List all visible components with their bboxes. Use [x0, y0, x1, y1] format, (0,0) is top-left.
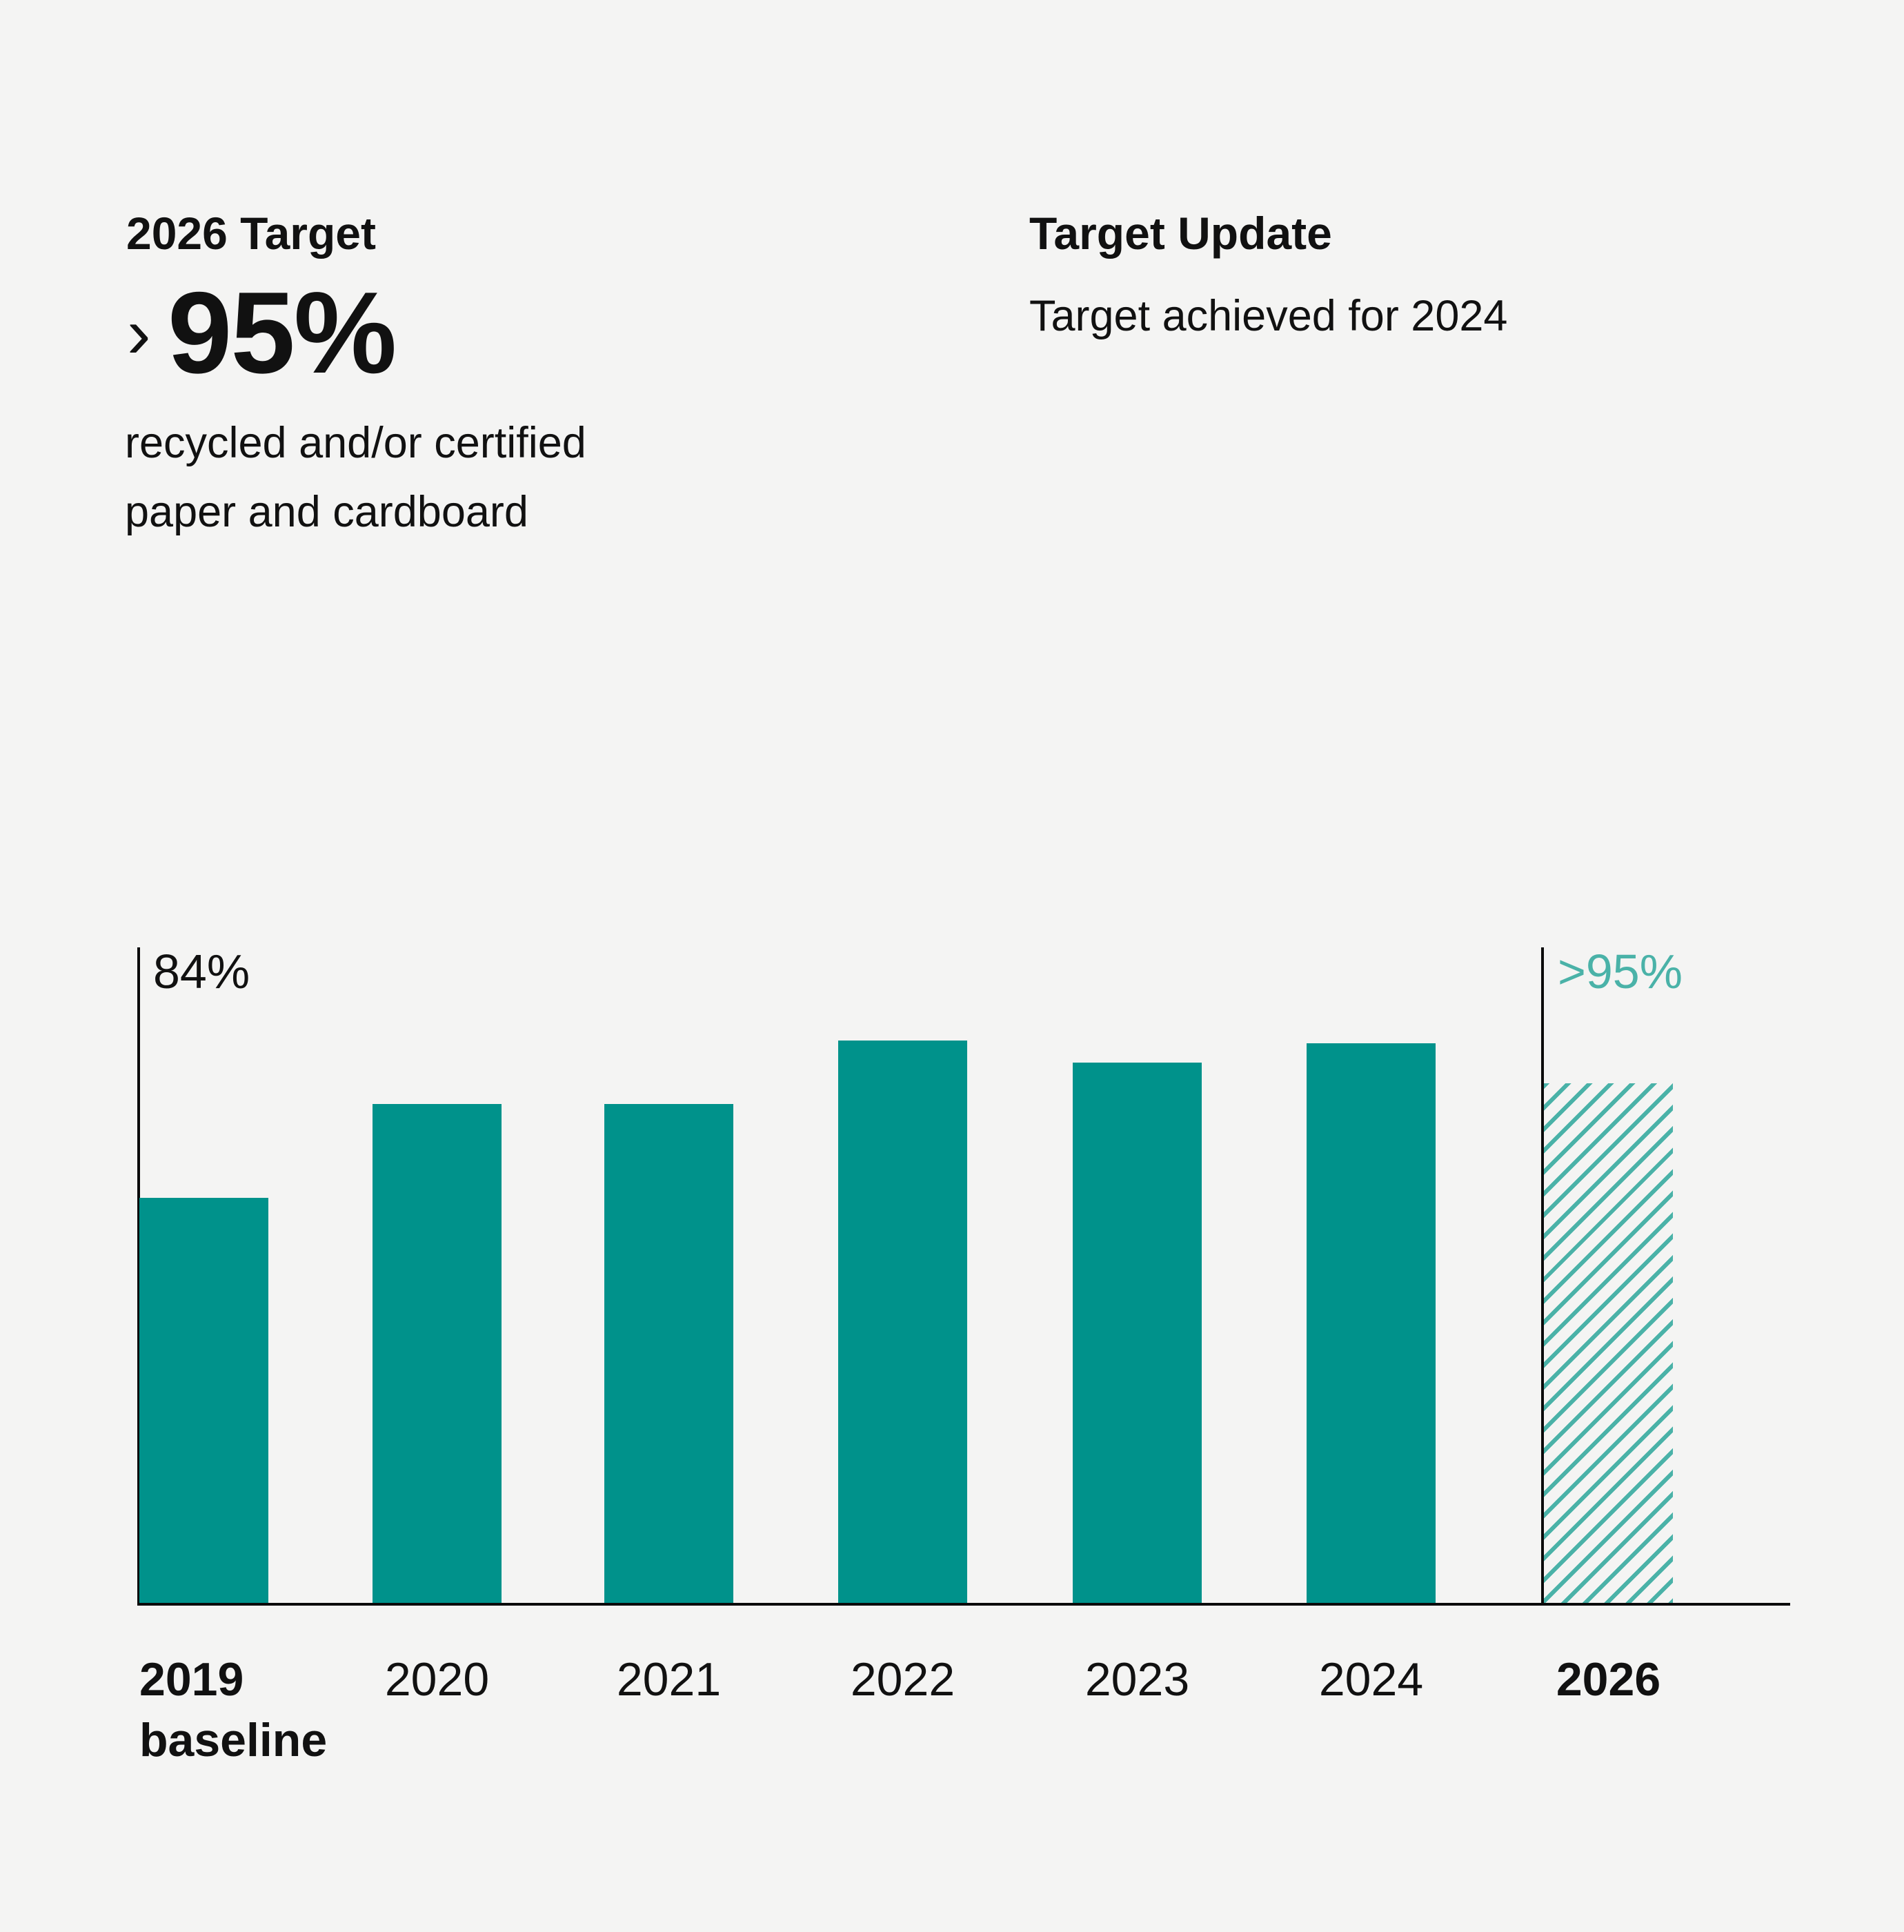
target-update-status: Target achieved for 2024 [1029, 292, 1508, 340]
target-description-line-1: recycled and/or certified [125, 419, 586, 467]
chevron-right-icon: › [127, 293, 151, 373]
x-label-2019: 2019 [139, 1653, 244, 1706]
x-label-2023: 2023 [1084, 1653, 1190, 1706]
target-update-title: Target Update [1029, 208, 1332, 259]
bar-2020 [373, 1104, 502, 1603]
bar-2026 [1544, 1083, 1673, 1603]
target-description-line-2: paper and cardboard [125, 488, 528, 536]
y-axis-line [137, 947, 140, 1605]
x-label-2020: 2020 [384, 1653, 490, 1706]
x-label-2022: 2022 [850, 1653, 955, 1706]
target-title: 2026 Target [126, 208, 376, 259]
x-label-2024: 2024 [1318, 1653, 1424, 1706]
bar-2019 [139, 1198, 268, 1603]
axis-max-label: 84% [153, 945, 250, 998]
x-label-2021: 2021 [616, 1653, 722, 1706]
bar-2022 [838, 1041, 967, 1603]
target-label: >95% [1558, 945, 1683, 998]
target-separator-line [1541, 947, 1544, 1605]
target-value: 95% [168, 268, 397, 397]
bar-2024 [1307, 1043, 1436, 1603]
x-sublabel-2019: baseline [139, 1714, 328, 1766]
x-label-2026: 2026 [1556, 1653, 1661, 1706]
bar-2021 [604, 1104, 733, 1603]
x-axis-line [137, 1603, 1790, 1606]
bar-2023 [1073, 1063, 1202, 1603]
